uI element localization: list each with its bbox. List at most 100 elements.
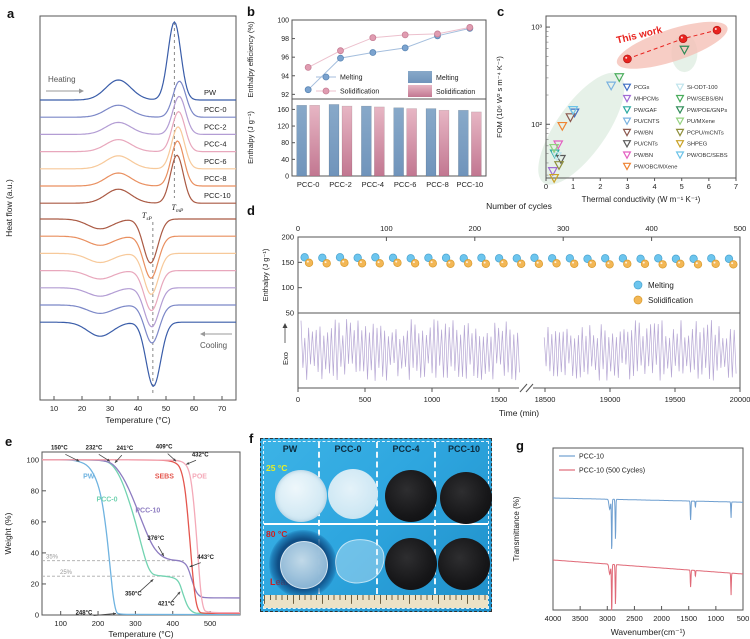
ftir-chart: 4000 3500 3000 2500 2000 1500 1000 500 Wavenumbe…: [512, 447, 750, 637]
y-axis-title: Heat flow (a.u.): [4, 179, 14, 237]
efficiency-point-solidification-PCC-8: [434, 30, 441, 38]
y-tick-label: 80: [281, 140, 289, 147]
ref-point-MHPCMs: [547, 167, 558, 177]
point-highlight: [395, 260, 398, 263]
solidification-point-270: [534, 259, 544, 268]
x-tick-label: 6: [707, 182, 711, 191]
ref-point-PW/POE/GNPs: [679, 45, 690, 56]
solidification-point-430: [676, 259, 685, 268]
y-axis-title: Weight (%): [3, 512, 13, 554]
legend-swatch: [408, 85, 432, 97]
exo-arrowhead: [282, 323, 288, 328]
annotation-376°C: 376°C: [147, 536, 164, 542]
x-axis-title: Temperature (°C): [105, 415, 170, 425]
legend-label-PW/OBC/SEBS: PW/OBC/SEBS: [687, 153, 728, 159]
this-work-point-highlight: [625, 56, 628, 59]
top-x-tick-label: 300: [557, 224, 570, 233]
tga-curve-PW: [41, 459, 241, 616]
panel-d-cycling-chart: 0 100 200 300 400 500 Number of cycles 50 100 150…: [240, 195, 750, 430]
point-highlight: [660, 262, 663, 265]
top-x-axis-title: Number of cycles: [486, 201, 552, 211]
annotation-arrowhead: [161, 552, 164, 557]
melting-point-490: [724, 254, 734, 263]
this-work-point-highlight: [714, 27, 717, 30]
x-tick-label: 100: [54, 619, 67, 628]
x-tick-label: 500: [737, 614, 750, 623]
x-axis-title: Thermal conductivity (W m⁻¹ K⁻¹): [582, 195, 701, 204]
melting-point-90: [371, 253, 380, 262]
top-x-tick-label: 0: [296, 224, 300, 233]
x-tick-label: 3500: [572, 614, 589, 623]
solidification-point-310: [570, 259, 579, 268]
dsc-heating-PCC-8: [40, 140, 236, 187]
dsc-cooling-PCC-0: [40, 304, 236, 344]
panel-label-g: g: [516, 438, 524, 453]
ref-point-PU/CNTs: [555, 154, 567, 165]
bar-solidification-PCC-6: [406, 108, 417, 177]
tga-chart: 100 200 300 400 500 0 20 40 60 80 100 Temperature (…: [3, 444, 241, 639]
legend-label-PW/BN: PW/BN: [634, 153, 653, 159]
panel-a-dsc-chart: 10 20 30 40 50 60 70 Temperature (°C) Heat flow …: [0, 0, 240, 430]
disc-pcc10-80c: [438, 538, 490, 590]
panel-f-photo: PW PCC-0 PCC-4 PCC-10 25 °C 80 °C Leak: [245, 420, 505, 639]
disc-pcc10-25c: [440, 472, 492, 524]
y-tick-label: 100: [277, 18, 289, 25]
category-label: PCC-6: [394, 180, 417, 189]
dsc-heating-PCC-0: [40, 80, 236, 118]
annotation-arrow: [139, 578, 154, 593]
melting-point-150: [424, 253, 433, 262]
y-tick-label: 100: [281, 283, 294, 292]
annotation-443°C: 443°C: [197, 555, 214, 561]
legend-label-solidification: Solidification: [340, 89, 379, 96]
legend-marker-PW/BN: [622, 128, 632, 137]
legend-marker-PU/CNTS: [622, 117, 632, 126]
curve-label-PCC-4: PCC-4: [204, 140, 227, 149]
disc-pcc0-25c: [328, 469, 378, 519]
point-highlight: [642, 261, 645, 264]
legend-marker: [322, 87, 330, 95]
curve-label-PCC-10: PCC-10: [204, 191, 231, 200]
bar-solidification-PCC-10: [471, 111, 482, 177]
category-label: PCC-4: [362, 180, 385, 189]
legend-label-PCC-10 (500 Cycles): PCC-10 (500 Cycles): [579, 468, 645, 475]
dsc-heating-PCC-4: [40, 110, 236, 153]
row-divider: [264, 523, 488, 525]
y-tick-label: 0: [285, 174, 289, 181]
enthalpy-chart: 92 94 96 98 100 0 40 80 120 160 Enthalpy efficienc…: [246, 18, 487, 189]
panel-label-b: b: [247, 4, 255, 19]
solidification-point-210: [481, 259, 490, 268]
point-highlight: [554, 261, 557, 264]
y-tick-label: 10²: [531, 120, 542, 129]
column-label-pcc10: PCC-10: [447, 444, 480, 454]
disc-pcc4-80c: [385, 538, 437, 590]
x-tick-label: 4: [652, 182, 656, 191]
y-axis-title: Enthalpy (J g⁻¹): [261, 248, 270, 301]
ref-point-Si-ODT-100: [551, 152, 563, 162]
solidification-point-330: [587, 259, 597, 268]
efficiency-axis-title: Enthalpy efficiency (%): [246, 21, 255, 98]
legend-marker-PCGs: [622, 83, 632, 92]
point-highlight: [536, 261, 539, 264]
point-highlight: [465, 261, 468, 264]
panel-e-tga-chart: 100 200 300 400 500 0 20 40 60 80 100 Temperature (…: [0, 420, 250, 639]
category-label: PCC-0: [297, 180, 320, 189]
bottom-x-tick-label: 1500: [491, 395, 508, 404]
efficiency-point-solidification-PCC-4: [369, 34, 377, 42]
x-tick-label: 3000: [599, 614, 616, 623]
cooling-arrowhead: [200, 331, 205, 337]
x-tick-label: 1500: [680, 614, 697, 623]
annotation-arrowhead: [186, 462, 190, 465]
legend-marker-MHPCMs: [622, 94, 632, 103]
solidification-point-70: [357, 259, 367, 268]
ref-point-SHPEG: [548, 173, 560, 184]
column-divider: [434, 442, 436, 594]
x-tick-label: 300: [129, 619, 142, 628]
category-label: PCC-2: [329, 180, 352, 189]
point-highlight: [430, 261, 433, 264]
point-highlight: [359, 261, 362, 264]
x-tick-label: 400: [166, 619, 179, 628]
y-tick-label: 98: [281, 36, 289, 43]
bar-melting-PCC-8: [425, 108, 437, 177]
x-tick-label: 10: [50, 404, 58, 413]
